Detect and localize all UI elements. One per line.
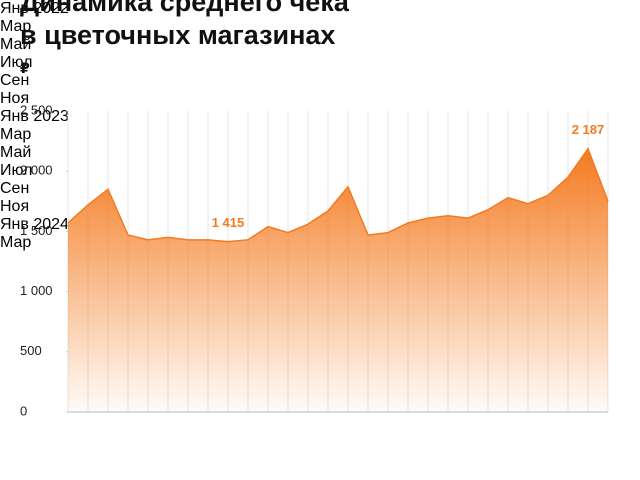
x-tick-label: Июл: [0, 54, 33, 71]
x-tick-label: Мар: [0, 234, 32, 251]
x-tick-label: Июл: [0, 162, 33, 179]
x-tick-label: Янв 2024: [0, 216, 69, 233]
y-tick-label: 2 500: [20, 102, 53, 117]
y-tick-label: 1 000: [20, 283, 53, 298]
line: [67, 147, 609, 243]
value-label: 2 187: [572, 122, 605, 137]
y-tick-label: 500: [20, 343, 42, 358]
y-tick-label: 0: [20, 403, 27, 418]
value-label: 1 415: [212, 215, 245, 230]
x-tick-label: Мар: [0, 18, 32, 35]
x-tick-label: Ноя: [0, 198, 30, 215]
x-tick-label: Сен: [0, 180, 30, 197]
x-tick-label: Ноя: [0, 90, 30, 107]
y-tick-label: 1 500: [20, 223, 53, 238]
x-tick-label: Мар: [0, 126, 32, 143]
x-tick-label: Сен: [0, 72, 30, 89]
x-tick-label: Май: [0, 144, 32, 161]
x-tick-label: Янв 2022: [0, 0, 69, 17]
x-tick-label: Янв 2023: [0, 108, 69, 125]
chart-title: Динамика среднего чека в цветочных магаз…: [20, 0, 349, 50]
y-tick-label: 2 000: [20, 163, 53, 178]
area: [68, 148, 608, 413]
y-axis-unit: ₽: [20, 60, 30, 76]
x-tick-label: Май: [0, 36, 32, 53]
